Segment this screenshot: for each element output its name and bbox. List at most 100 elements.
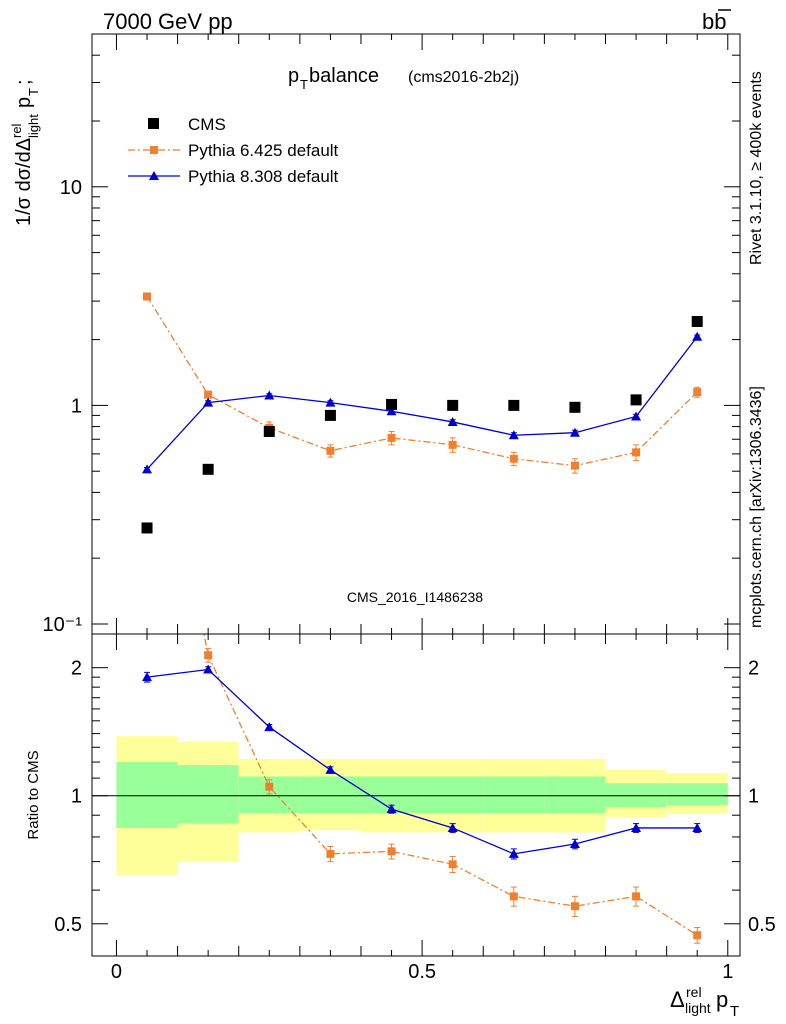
main-axes: 10⁻¹ 1 10 [43, 33, 740, 636]
ratio-pythia6-point [448, 860, 457, 869]
main-pythia6-point [632, 448, 641, 457]
xtick-label: 0 [111, 961, 122, 983]
main-cms-point [508, 399, 520, 411]
main-ylabel-sub: light [26, 114, 41, 138]
main-cms-point [691, 315, 703, 327]
ratio-pythia8-point [264, 722, 275, 732]
ratio-pythia8-point [325, 764, 336, 774]
main-pythia6-point [693, 388, 702, 397]
legend: CMS Pythia 6.425 default Pythia 8.308 de… [128, 115, 339, 186]
ratio-pythia8-line [146, 668, 698, 855]
xtick-label: 1 [722, 961, 733, 983]
ratio-pythia6-point [265, 782, 274, 791]
main-cms-point [569, 401, 581, 413]
main-cms-point [447, 399, 459, 411]
watermark: CMS_2016_I1486238 [347, 589, 483, 605]
ratio-pythia6-point [204, 651, 213, 660]
legend-pythia6-label: Pythia 6.425 default [188, 141, 339, 160]
main-pythia6-point [143, 292, 152, 301]
main-cms-point [630, 394, 642, 406]
energy-label: 7000 GeV pp [103, 9, 233, 34]
main-cms-point [324, 409, 336, 421]
legend-item-cms: CMS [148, 115, 226, 134]
main-pythia6-point [448, 440, 457, 449]
xtick-label: 0.5 [408, 961, 436, 983]
ratio-pythia8-point [386, 804, 397, 814]
main-pythia8-point [692, 331, 703, 341]
main-cms-point [141, 522, 153, 534]
xlabel-sub: light [685, 1000, 711, 1016]
ratio-marks [142, 634, 703, 944]
main-pythia6-line [146, 296, 698, 467]
ratio-band-inner [544, 776, 606, 814]
legend-cms-marker [148, 118, 159, 129]
main-pythia8-point [386, 406, 397, 416]
legend-pythia8-marker [149, 171, 159, 180]
ratio-pythia6-point [326, 849, 335, 858]
main-pythia8-point [447, 416, 458, 426]
process-label: bb [702, 9, 731, 34]
xlabel: Δ rel light p T [670, 984, 739, 1020]
legend-pythia6-marker [150, 146, 158, 154]
main-ylabel-part1: 1/σ dσ/dΔ [13, 138, 35, 226]
main-marks [141, 292, 703, 534]
xlabel-p: p [716, 987, 728, 1012]
ratio-band-inner [422, 776, 484, 814]
main-panel: 10⁻¹ 1 10 p T balance (cms2016-2b2j) 1/σ d… [9, 33, 741, 636]
ratio-pythia8-point [447, 822, 458, 832]
process-label-text: bb [702, 9, 726, 34]
main-pythia8-line [146, 336, 698, 470]
main-ytick-label: 10 [60, 177, 82, 199]
main-pythia6-point [509, 454, 518, 463]
ratio-pythia8-point [569, 839, 580, 849]
ratio-panel: 0.5 0.5 1 1 2 2 0 0.5 1 Ratio to CMS Δ rel light… [25, 633, 776, 1020]
ratio-pythia8-point [203, 664, 214, 674]
ratio-band-inner [483, 776, 545, 814]
main-ytick-label: 1 [71, 395, 82, 417]
title-rest: balance [309, 65, 379, 87]
main-pythia8-point [631, 411, 642, 421]
ratio-pythia6-point [387, 847, 396, 856]
main-ytick-label: 10⁻¹ [43, 614, 83, 636]
ratio-band-inner [666, 783, 728, 806]
title-tag: (cms2016-2b2j) [408, 69, 519, 86]
ratio-band-inner [177, 765, 239, 824]
ratio-ytick-label-left: 1 [71, 786, 82, 808]
main-cms-point [386, 398, 398, 410]
ratio-bands [92, 736, 740, 876]
main-ylabel-part2: p [13, 97, 35, 108]
main-cms-point [202, 463, 214, 475]
main-pythia8-point [325, 397, 336, 407]
main-pythia8-point [264, 390, 275, 400]
ratio-ytick-label-left: 2 [71, 658, 82, 680]
main-pythia6-point [570, 461, 579, 470]
main-ylabel-part3: ; [13, 79, 35, 85]
ratio-pythia6-point [570, 902, 579, 911]
ratio-pythia8-point [631, 822, 642, 832]
ratio-axes: 0.5 0.5 1 1 2 2 0 0.5 1 [54, 634, 776, 983]
main-ylabel: 1/σ dσ/dΔ rel light p T ; [9, 79, 41, 226]
ratio-band-inner [299, 776, 361, 814]
ratio-ylabel: Ratio to CMS [25, 750, 42, 839]
legend-pythia8-label: Pythia 8.308 default [188, 167, 339, 186]
main-pythia6-point [387, 433, 396, 442]
ratio-pythia8-point [692, 822, 703, 832]
plot-title: p T balance (cms2016-2b2j) [288, 65, 519, 92]
main-pythia6-point [326, 446, 335, 455]
main-ylabel-sub2: T [26, 88, 41, 96]
ratio-ytick-label-right: 2 [748, 658, 759, 680]
main-pythia6-point [204, 390, 213, 399]
main-pythia8-point [142, 464, 153, 474]
main-pythia8-point [508, 430, 519, 440]
ratio-pythia8-point [142, 672, 153, 682]
ratio-ytick-label-right: 0.5 [748, 914, 776, 936]
main-pythia8-point [569, 427, 580, 437]
ratio-pythia8-point [508, 848, 519, 858]
ratio-frame [91, 633, 741, 957]
side-label-bottom: mcplots.cern.ch [arXiv:1306.3436] [748, 386, 765, 628]
title-main: p [288, 65, 299, 87]
legend-item-pythia8: Pythia 8.308 default [128, 167, 339, 186]
legend-cms-label: CMS [188, 115, 226, 134]
ratio-ytick-label-left: 0.5 [54, 914, 82, 936]
ratio-band-inner [116, 762, 178, 828]
